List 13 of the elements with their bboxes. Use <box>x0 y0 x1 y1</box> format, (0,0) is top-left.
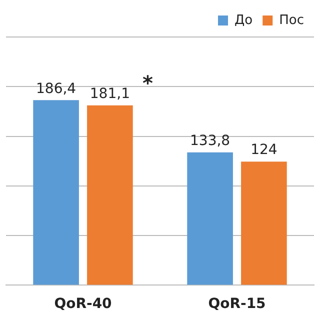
data-label: 181,1 <box>90 86 130 102</box>
bar <box>87 105 133 285</box>
legend-label: До <box>234 12 253 28</box>
x-tick-label: QoR-40 <box>54 296 112 312</box>
annotation: * <box>142 70 154 95</box>
data-label: 124 <box>250 142 278 158</box>
bar <box>33 100 79 285</box>
bar <box>241 162 287 285</box>
x-tick-label: QoR-15 <box>208 296 266 312</box>
bar <box>187 152 233 285</box>
data-label: 133,8 <box>190 133 230 150</box>
legend-label: Пос <box>279 12 304 28</box>
data-label: 186,4 <box>36 80 76 97</box>
